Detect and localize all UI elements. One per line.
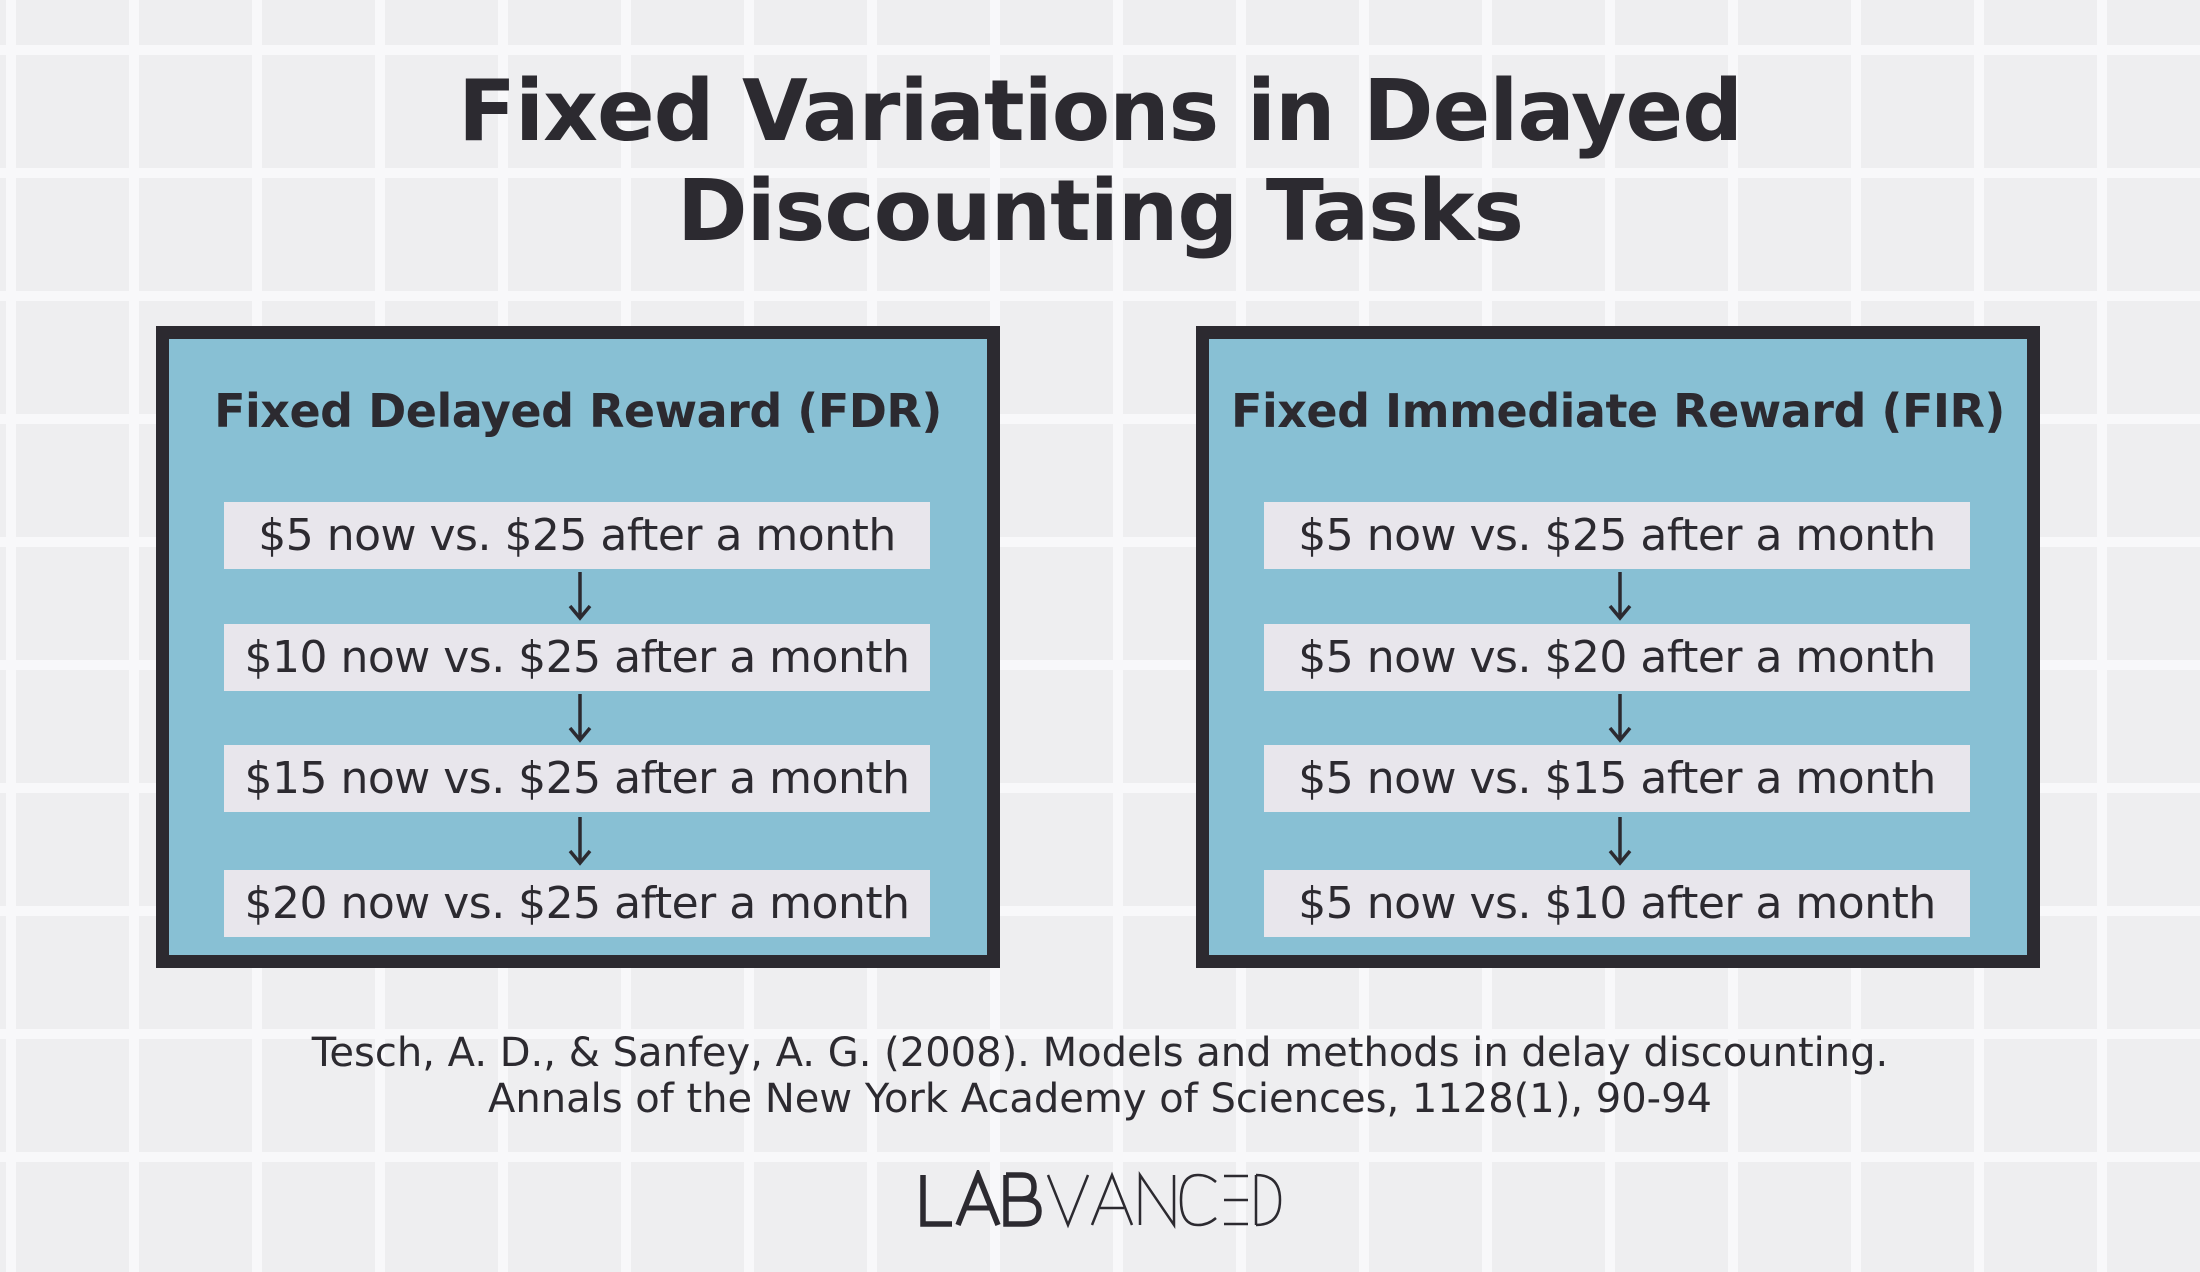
fir-option-2: $5 now vs. $20 after a month xyxy=(1264,624,1970,691)
fir-panel: Fixed Immediate Reward (FIR) $5 now vs. … xyxy=(1196,326,2040,968)
fdr-panel: Fixed Delayed Reward (FDR) $5 now vs. $2… xyxy=(156,326,1000,968)
fir-option-1: $5 now vs. $25 after a month xyxy=(1264,502,1970,569)
labvanced-logo xyxy=(920,1170,1282,1230)
down-arrow-icon xyxy=(1608,572,1632,621)
title-line-2: Discounting Tasks xyxy=(677,162,1524,261)
citation-line-1: Tesch, A. D., & Sanfey, A. G. (2008). Mo… xyxy=(311,1030,1889,1076)
page-title: Fixed Variations in Delayed Discounting … xyxy=(0,62,2200,262)
fdr-option-3: $15 now vs. $25 after a month xyxy=(224,745,930,812)
down-arrow-icon xyxy=(1608,817,1632,866)
citation: Tesch, A. D., & Sanfey, A. G. (2008). Mo… xyxy=(0,1030,2200,1122)
fir-option-4: $5 now vs. $10 after a month xyxy=(1264,870,1970,937)
fir-panel-heading: Fixed Immediate Reward (FIR) xyxy=(1231,384,2005,438)
down-arrow-icon xyxy=(1608,694,1632,743)
fdr-option-2: $10 now vs. $25 after a month xyxy=(224,624,930,691)
fir-option-3: $5 now vs. $15 after a month xyxy=(1264,745,1970,812)
citation-line-2: Annals of the New York Academy of Scienc… xyxy=(488,1076,1712,1122)
down-arrow-icon xyxy=(568,694,592,743)
fdr-option-1: $5 now vs. $25 after a month xyxy=(224,502,930,569)
down-arrow-icon xyxy=(568,572,592,621)
title-line-1: Fixed Variations in Delayed xyxy=(457,62,1743,161)
down-arrow-icon xyxy=(568,817,592,866)
fdr-panel-heading: Fixed Delayed Reward (FDR) xyxy=(214,384,942,438)
fdr-option-4: $20 now vs. $25 after a month xyxy=(224,870,930,937)
